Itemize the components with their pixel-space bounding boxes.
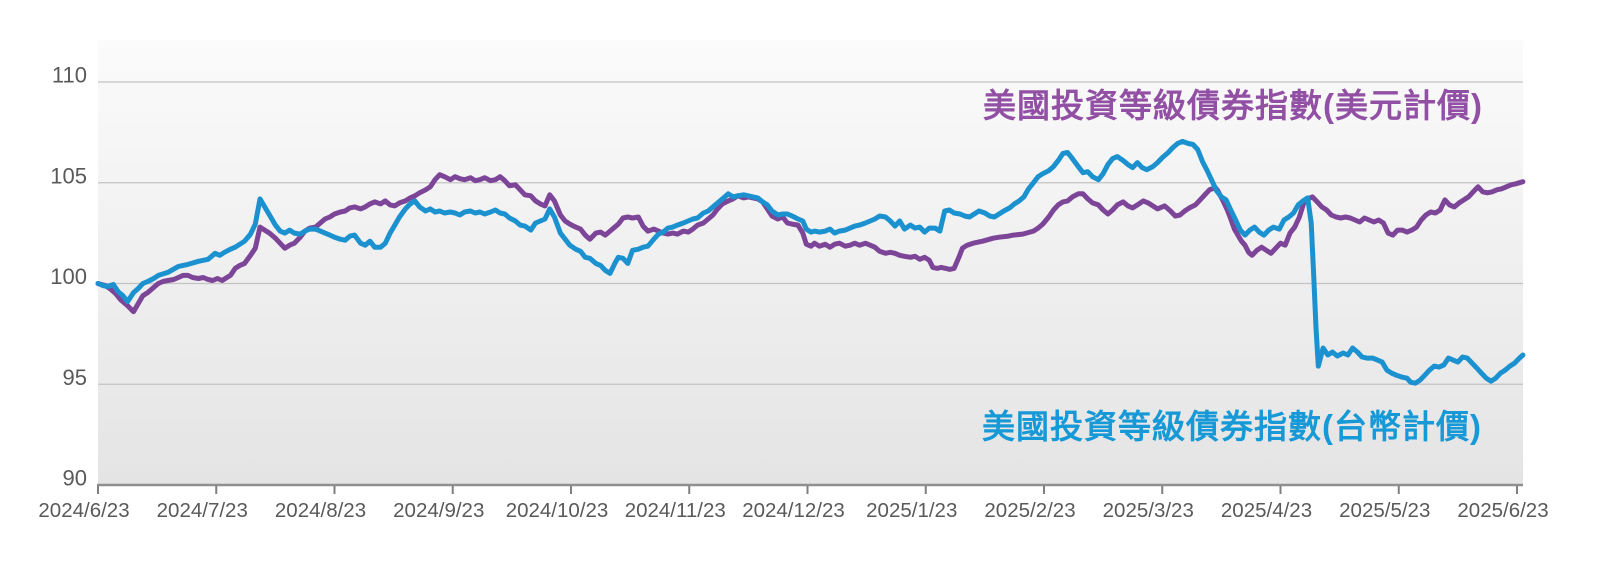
y-tick-label: 110	[52, 63, 87, 88]
x-tick-label: 2025/2/23	[984, 499, 1075, 522]
x-tick-label: 2024/6/23	[38, 499, 129, 522]
x-tick-label: 2024/12/23	[742, 499, 845, 522]
x-tick-label: 2025/5/23	[1339, 499, 1430, 522]
y-tick-label: 95	[63, 365, 87, 390]
x-tick-label: 2025/4/23	[1221, 499, 1312, 522]
x-tick-label: 2024/10/23	[506, 499, 609, 522]
x-tick-label: 2025/1/23	[866, 499, 957, 522]
series-label-twd: 美國投資等級債券指數(台幣計價)	[982, 408, 1482, 445]
x-tick-label: 2025/6/23	[1457, 499, 1548, 522]
series-line-usd	[95, 172, 1526, 315]
y-tick-label: 100	[50, 264, 87, 289]
x-tick-label: 2024/11/23	[625, 499, 726, 522]
y-tick-label: 90	[63, 466, 87, 491]
x-tick-label: 2025/3/23	[1103, 499, 1194, 522]
series-label-usd: 美國投資等級債券指數(美元計價)	[983, 87, 1483, 124]
x-tick-label: 2024/7/23	[157, 499, 248, 522]
y-tick-label: 105	[50, 163, 87, 188]
plot-area	[98, 40, 1523, 485]
series-line-twd	[95, 138, 1526, 386]
x-tick-label: 2024/8/23	[275, 499, 366, 522]
x-tick-label: 2024/9/23	[393, 499, 484, 522]
